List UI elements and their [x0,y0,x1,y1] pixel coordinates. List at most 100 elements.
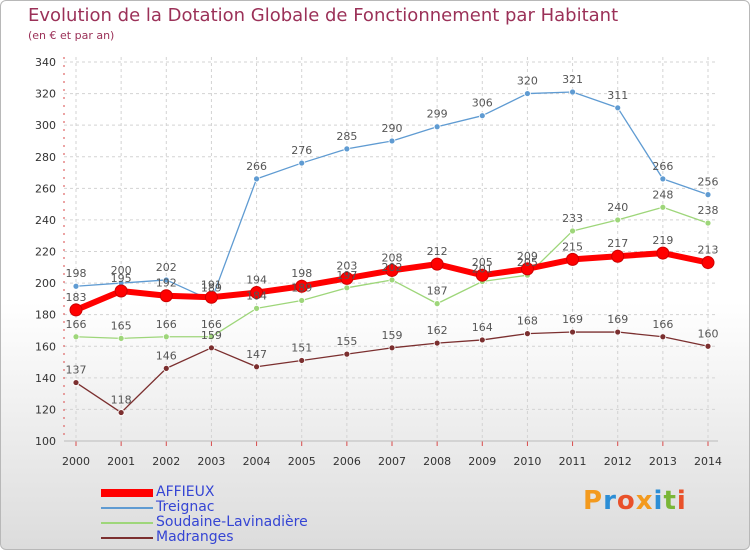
data-label: 266 [246,160,267,173]
data-point [524,90,531,97]
data-label: 209 [517,250,538,263]
data-point [704,191,712,199]
logo-letter: i [653,486,664,516]
legend-label: Madranges [156,529,234,545]
legend-swatch [101,489,153,497]
data-label: 166 [156,318,177,331]
y-tick-label: 240 [35,214,56,227]
x-tick-label: 2005 [288,455,316,468]
data-point [117,334,125,342]
data-label: 146 [156,349,177,362]
logo-letter: P [583,486,604,516]
y-tick-label: 340 [35,56,56,69]
data-label: 276 [291,144,312,157]
data-label: 238 [698,204,719,217]
data-point [704,219,712,227]
data-point [69,303,83,317]
x-tick-label: 2007 [378,455,406,468]
legend-swatch [101,507,153,509]
data-label: 266 [652,160,673,173]
x-tick-label: 2012 [604,455,632,468]
logo-letter: o [616,486,636,516]
data-label: 147 [246,348,267,361]
legend-swatch [101,537,153,539]
grid-lines [64,57,718,442]
data-label: 164 [472,321,493,334]
data-label: 215 [562,240,583,253]
logo-letter: x [635,486,654,516]
x-tick-label: 2001 [107,455,135,468]
data-label: 187 [427,285,448,298]
data-label: 212 [427,245,448,258]
data-point [343,145,351,153]
data-label: 285 [336,130,357,143]
data-point [340,271,354,285]
data-label: 240 [607,201,628,214]
data-label: 202 [156,261,177,274]
x-tick-label: 2008 [423,455,451,468]
data-label: 137 [66,364,87,377]
data-label: 202 [382,261,403,274]
chart-subtitle: (en € et par an) [28,29,115,42]
y-tick-label: 220 [35,246,56,259]
axes: 100 120 140 160 180 200 220 240 260 280 300 320 340 2… [35,56,722,468]
x-tick-label: 2003 [197,455,225,468]
data-point [208,333,215,341]
data-label: 194 [246,274,267,287]
data-point [659,175,667,183]
data-point [114,284,128,298]
series-lines [69,88,715,416]
data-label: 192 [156,277,177,290]
x-tick-label: 2004 [243,455,271,468]
data-point [117,409,125,416]
data-label: 195 [111,272,132,285]
data-label: 205 [472,256,493,269]
data-label: 168 [517,315,538,328]
data-label: 197 [336,269,357,282]
data-label: 189 [291,281,312,294]
logo-letter: r [603,486,617,516]
data-label: 306 [472,97,493,110]
data-label: 201 [472,263,493,276]
y-tick-label: 280 [35,151,56,164]
data-label: 165 [111,319,132,332]
data-label: 166 [201,318,222,331]
x-tick-label: 2010 [513,455,541,468]
data-point [569,88,576,96]
y-tick-label: 260 [35,182,56,195]
y-tick-label: 120 [35,403,56,416]
data-label: 320 [517,75,538,88]
data-point [162,364,170,372]
data-point [569,328,576,336]
data-point [569,227,576,235]
y-tick-label: 160 [35,340,56,353]
data-label: 256 [698,176,719,189]
data-label: 233 [562,212,583,225]
x-tick-label: 2009 [468,455,496,468]
data-point [611,249,625,263]
data-label: 213 [698,244,719,257]
y-tick-label: 320 [35,88,56,101]
data-label: 198 [66,267,87,280]
data-label: 208 [382,251,403,264]
data-point [701,256,715,270]
data-label: 162 [427,324,448,337]
data-point [204,290,218,304]
data-label: 299 [427,108,448,121]
proxiti-logo: Proxiti [583,486,687,516]
data-point [433,300,441,308]
data-label: 169 [562,313,583,326]
data-point [524,330,531,338]
chart-title: Evolution de la Dotation Globale de Fonc… [28,5,619,26]
data-point [614,104,622,112]
y-tick-label: 180 [35,309,56,322]
data-point [343,350,351,358]
data-point [162,333,170,341]
data-label: 290 [382,122,403,135]
data-point [250,286,264,300]
data-point [478,112,486,120]
data-label: 203 [336,259,357,272]
data-point [72,333,80,341]
